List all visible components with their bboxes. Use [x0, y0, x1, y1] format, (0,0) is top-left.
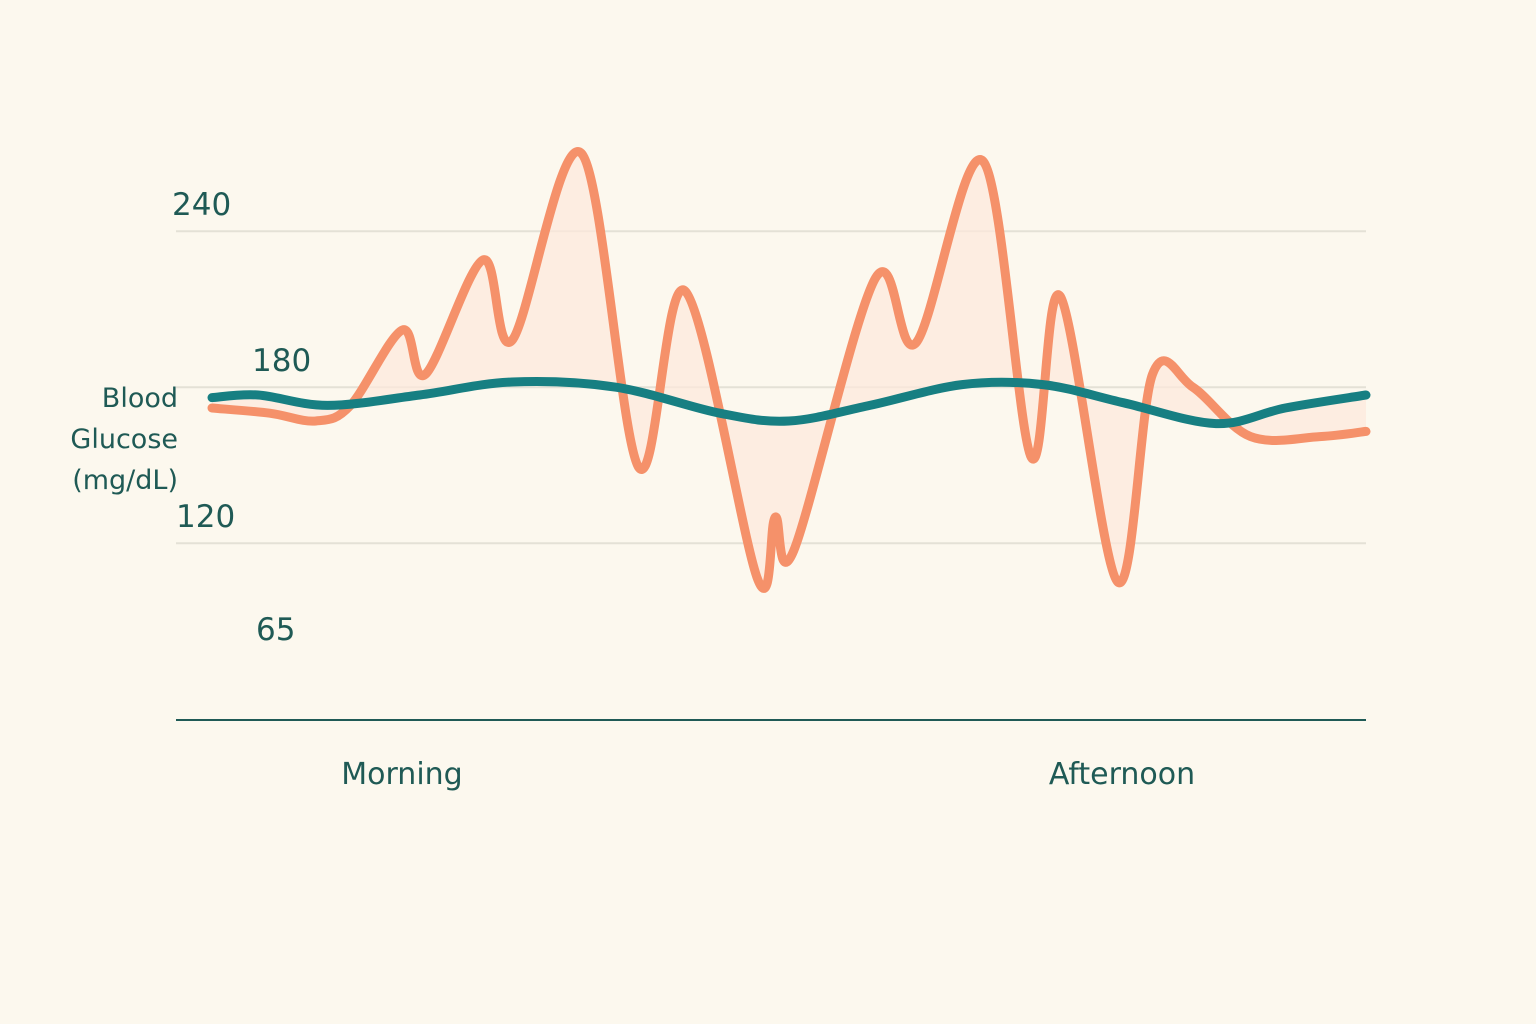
- stable-series-line: [207, 377, 1371, 429]
- y-axis-title-line: (mg/dL): [72, 465, 178, 496]
- y-tick-labels: 240 180 120 65: [172, 187, 311, 648]
- y-tick-label: 65: [256, 612, 295, 648]
- volatile-series-fill: [212, 151, 1366, 589]
- x-category-label: Morning: [341, 757, 462, 792]
- y-axis-title-line: Glucose: [70, 424, 178, 455]
- x-category-labels: Morning Afternoon: [341, 757, 1195, 792]
- y-tick-label: 240: [172, 187, 231, 223]
- volatile-series-line: [207, 147, 1371, 593]
- y-axis-title: Blood Glucose (mg/dL): [70, 383, 178, 496]
- y-tick-label: 180: [252, 343, 311, 379]
- x-category-label: Afternoon: [1049, 757, 1195, 792]
- y-axis-title-line: Blood: [102, 383, 178, 414]
- y-tick-label: 120: [176, 499, 235, 535]
